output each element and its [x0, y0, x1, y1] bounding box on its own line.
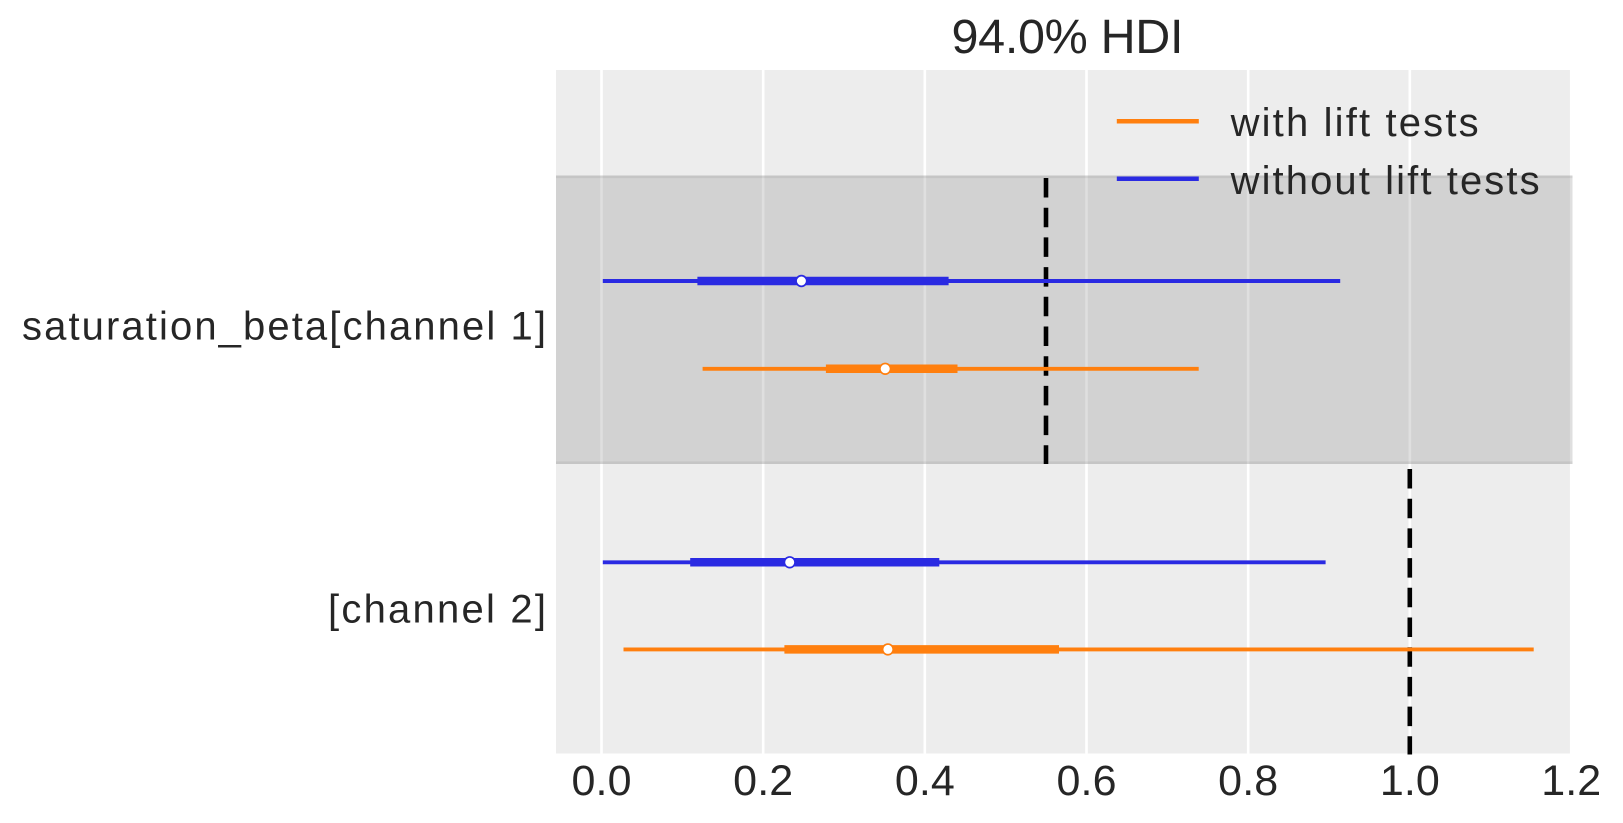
- svg-text:0.6: 0.6: [1057, 757, 1117, 805]
- svg-text:[channel 2]: [channel 2]: [328, 588, 546, 632]
- svg-text:0.0: 0.0: [572, 757, 632, 805]
- svg-text:0.4: 0.4: [895, 757, 955, 805]
- svg-text:without lift tests: without lift tests: [1230, 159, 1540, 203]
- svg-text:1.0: 1.0: [1380, 757, 1440, 805]
- svg-text:0.2: 0.2: [733, 757, 793, 805]
- svg-text:saturation_beta[channel 1]: saturation_beta[channel 1]: [22, 305, 546, 349]
- svg-text:94.0% HDI: 94.0% HDI: [952, 10, 1184, 64]
- svg-text:with lift tests: with lift tests: [1230, 101, 1479, 145]
- svg-text:1.2: 1.2: [1541, 757, 1601, 805]
- svg-text:0.8: 0.8: [1218, 757, 1278, 805]
